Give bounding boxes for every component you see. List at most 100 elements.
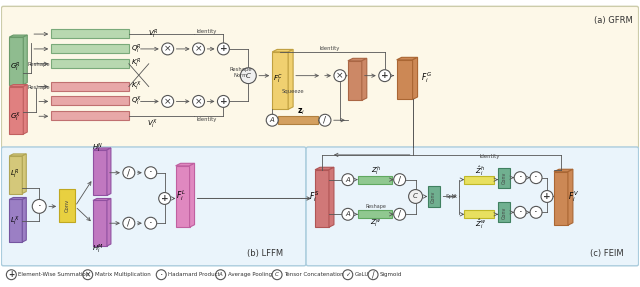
Text: Identity: Identity — [320, 46, 340, 51]
FancyBboxPatch shape — [272, 52, 288, 109]
Polygon shape — [22, 154, 26, 193]
Circle shape — [156, 270, 166, 280]
Polygon shape — [10, 35, 28, 37]
Text: Element-Wise Summation: Element-Wise Summation — [19, 272, 90, 277]
Circle shape — [541, 191, 553, 202]
Circle shape — [6, 270, 17, 280]
FancyBboxPatch shape — [10, 37, 23, 85]
Text: +: + — [381, 71, 388, 80]
Circle shape — [145, 217, 157, 229]
Text: A: A — [346, 177, 350, 183]
Text: +: + — [220, 97, 227, 106]
Circle shape — [241, 68, 256, 84]
Text: $\hat{Z}_i^h$: $\hat{Z}_i^h$ — [476, 165, 485, 179]
Circle shape — [394, 208, 406, 220]
Circle shape — [530, 206, 542, 218]
Polygon shape — [22, 197, 26, 242]
Text: ·: · — [159, 270, 163, 280]
Polygon shape — [348, 58, 367, 61]
Text: $F_i^G$: $F_i^G$ — [420, 70, 431, 85]
Polygon shape — [568, 169, 573, 225]
FancyBboxPatch shape — [51, 59, 129, 68]
Text: Conv: Conv — [65, 199, 70, 212]
Circle shape — [530, 172, 542, 184]
Circle shape — [145, 167, 157, 179]
FancyBboxPatch shape — [498, 202, 510, 222]
FancyBboxPatch shape — [10, 87, 23, 134]
Text: Reshape: Reshape — [28, 85, 51, 90]
Text: Reshape: Reshape — [28, 62, 51, 67]
Text: $V_i^X$: $V_i^X$ — [147, 118, 158, 131]
Text: Reshape
Norm: Reshape Norm — [229, 67, 252, 78]
Text: ·: · — [518, 171, 522, 184]
Circle shape — [343, 270, 353, 280]
FancyBboxPatch shape — [465, 210, 494, 218]
FancyBboxPatch shape — [51, 111, 129, 120]
Circle shape — [123, 167, 135, 179]
Polygon shape — [93, 199, 111, 200]
Circle shape — [123, 217, 135, 229]
Text: (b) LFFM: (b) LFFM — [247, 249, 284, 258]
Text: A: A — [219, 272, 223, 277]
Text: ×: × — [164, 44, 172, 53]
Circle shape — [408, 189, 422, 203]
Circle shape — [368, 270, 378, 280]
Circle shape — [162, 96, 173, 107]
Text: $Z_i^w$: $Z_i^w$ — [370, 218, 381, 230]
Text: $Z_i^h$: $Z_i^h$ — [371, 165, 381, 179]
Polygon shape — [10, 197, 26, 199]
Text: $F_i^S$: $F_i^S$ — [309, 189, 319, 204]
Text: /: / — [127, 168, 131, 177]
Text: $\hat{Z}_i^w$: $\hat{Z}_i^w$ — [475, 218, 486, 231]
Text: Split: Split — [445, 194, 458, 199]
FancyBboxPatch shape — [554, 172, 568, 225]
Circle shape — [394, 174, 406, 186]
Polygon shape — [315, 167, 334, 170]
Text: $F_i^L$: $F_i^L$ — [175, 188, 186, 203]
Text: Conv: Conv — [502, 171, 507, 184]
Circle shape — [193, 43, 205, 55]
Text: ·: · — [149, 217, 152, 230]
FancyBboxPatch shape — [51, 44, 129, 53]
Text: $H_i^N$: $H_i^N$ — [92, 141, 103, 155]
Text: A: A — [270, 117, 275, 123]
Text: +: + — [543, 192, 551, 201]
FancyBboxPatch shape — [315, 170, 329, 227]
Text: ·: · — [37, 200, 41, 213]
Polygon shape — [329, 167, 334, 227]
Text: C: C — [275, 272, 279, 277]
Text: $\mathbf{z}_i$: $\mathbf{z}_i$ — [297, 106, 305, 117]
FancyBboxPatch shape — [175, 166, 189, 227]
Text: ×: × — [164, 97, 172, 106]
Text: Conv: Conv — [431, 190, 436, 203]
FancyBboxPatch shape — [51, 29, 129, 38]
Text: /: / — [372, 270, 374, 279]
Text: $H_i^M$: $H_i^M$ — [92, 242, 104, 256]
Polygon shape — [10, 85, 28, 87]
Circle shape — [218, 43, 229, 55]
Polygon shape — [23, 85, 28, 134]
Polygon shape — [272, 49, 293, 52]
Text: Tensor Concatenation: Tensor Concatenation — [284, 272, 344, 277]
Text: ×: × — [336, 71, 344, 80]
Polygon shape — [175, 163, 195, 166]
Text: /: / — [127, 219, 131, 228]
Circle shape — [218, 96, 229, 107]
Text: ×: × — [84, 270, 91, 279]
Circle shape — [342, 208, 354, 220]
FancyBboxPatch shape — [93, 200, 107, 246]
Text: ·: · — [534, 171, 538, 184]
Text: +: + — [161, 194, 168, 203]
FancyBboxPatch shape — [1, 147, 306, 266]
Polygon shape — [107, 148, 111, 195]
Text: Squeeze: Squeeze — [282, 89, 305, 94]
Text: /: / — [398, 210, 401, 219]
FancyBboxPatch shape — [93, 150, 107, 195]
Polygon shape — [413, 57, 417, 99]
FancyBboxPatch shape — [348, 61, 362, 100]
Polygon shape — [397, 57, 417, 60]
Text: Identity: Identity — [196, 29, 217, 34]
Polygon shape — [10, 154, 26, 156]
Text: Hadamard Product: Hadamard Product — [168, 272, 220, 277]
Circle shape — [162, 43, 173, 55]
